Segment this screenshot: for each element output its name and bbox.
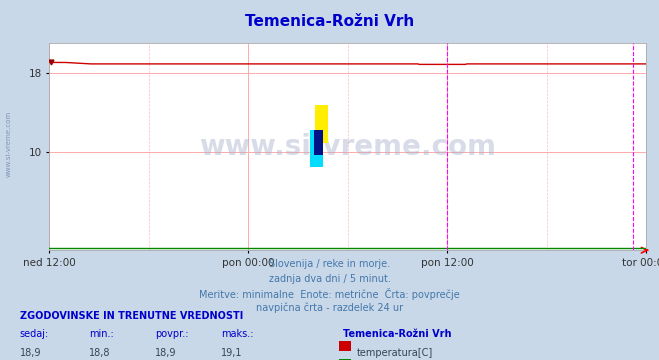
Text: 18,9: 18,9 <box>20 348 42 358</box>
Text: 19,1: 19,1 <box>221 348 243 358</box>
Text: www.si-vreme.com: www.si-vreme.com <box>199 133 496 161</box>
Bar <box>314 130 323 155</box>
Text: www.si-vreme.com: www.si-vreme.com <box>5 111 11 177</box>
Text: zadnja dva dni / 5 minut.: zadnja dva dni / 5 minut. <box>269 274 390 284</box>
Text: povpr.:: povpr.: <box>155 329 188 339</box>
Text: Temenica-Rožni Vrh: Temenica-Rožni Vrh <box>343 329 451 339</box>
Text: min.:: min.: <box>89 329 114 339</box>
Text: navpična črta - razdelek 24 ur: navpična črta - razdelek 24 ur <box>256 302 403 313</box>
Text: sedaj:: sedaj: <box>20 329 49 339</box>
Text: ZGODOVINSKE IN TRENUTNE VREDNOSTI: ZGODOVINSKE IN TRENUTNE VREDNOSTI <box>20 311 243 321</box>
Text: temperatura[C]: temperatura[C] <box>357 348 433 358</box>
Bar <box>310 130 323 167</box>
Text: 18,9: 18,9 <box>155 348 177 358</box>
Text: Meritve: minimalne  Enote: metrične  Črta: povprečje: Meritve: minimalne Enote: metrične Črta:… <box>199 288 460 300</box>
Text: maks.:: maks.: <box>221 329 253 339</box>
Text: Temenica-Rožni Vrh: Temenica-Rožni Vrh <box>245 14 414 29</box>
Text: Slovenija / reke in morje.: Slovenija / reke in morje. <box>269 259 390 269</box>
Text: 18,8: 18,8 <box>89 348 111 358</box>
Bar <box>315 105 328 143</box>
